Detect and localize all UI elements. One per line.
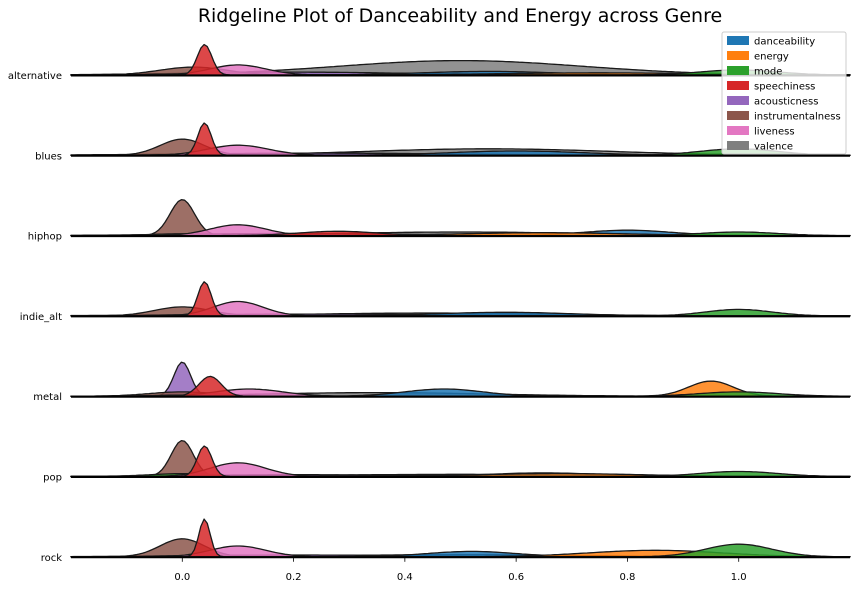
legend-swatch-liveness [727,126,749,135]
row-label-blues: blues [35,151,62,162]
ridge-indie_alt: indie_alt [20,281,851,323]
legend-label-acousticness: acousticness [754,97,818,108]
row-label-pop: pop [43,473,62,484]
chart-title: Ridgeline Plot of Danceability and Energ… [198,5,722,27]
legend-swatch-instrumentalness [727,111,749,120]
legend-label-energy: energy [754,52,789,63]
row-label-indie_alt: indie_alt [20,312,62,323]
ridge-hiphop: hiphop [28,199,851,243]
legend-swatch-energy [727,51,749,60]
row-label-hiphop: hiphop [28,232,62,243]
legend-label-mode: mode [754,67,782,78]
ridge-pop: pop [43,439,851,484]
legend: danceability energy mode speechiness acousti… [721,31,847,155]
legend-label-speechiness: speechiness [754,82,815,93]
density-hiphop-instrumentalness [70,199,851,237]
row-label-alternative: alternative [8,71,62,82]
legend-swatch-mode [727,66,749,75]
row-label-rock: rock [41,553,63,564]
legend-box [721,31,847,155]
x-axis: 0.0 0.2 0.4 0.6 0.8 1.0 [174,557,747,583]
x-tick-label: 0.6 [508,572,524,583]
x-tick-label: 1.0 [731,572,747,583]
legend-swatch-acousticness [727,96,749,105]
legend-label-instrumentalness: instrumentalness [754,112,841,123]
legend-label-valence: valence [754,142,793,153]
legend-swatch-speechiness [727,81,749,90]
x-tick-label: 0.4 [397,572,413,583]
legend-swatch-danceability [727,36,749,45]
ridge-metal: metal [33,361,851,403]
legend-swatch-valence [727,141,749,150]
row-label-metal: metal [33,392,62,403]
x-tick-label: 0.0 [174,572,190,583]
ridge-rock: rock [41,518,851,564]
x-tick-label: 0.8 [619,572,635,583]
x-tick-label: 0.2 [286,572,302,583]
legend-label-danceability: danceability [754,37,815,48]
legend-label-liveness: liveness [754,127,795,138]
